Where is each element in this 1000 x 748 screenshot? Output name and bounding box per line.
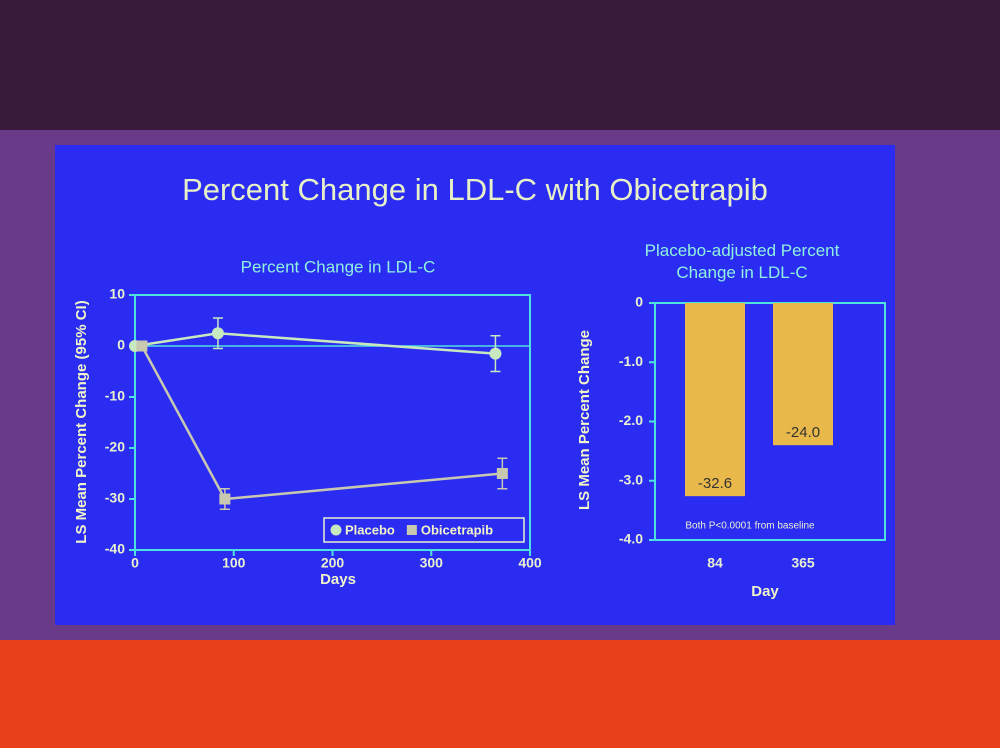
x-tick-label: 365: [791, 555, 815, 571]
x-tick-label: 0: [131, 555, 139, 571]
bar: [773, 303, 833, 446]
legend-swatch: [406, 525, 417, 535]
bar: [685, 303, 745, 497]
slide: [55, 145, 895, 625]
ceiling: [0, 0, 1000, 130]
x-tick-label: 100: [222, 555, 246, 571]
y-tick-label: -2.0: [619, 412, 643, 428]
annotation: Both P<0.0001 from baseline: [685, 521, 815, 532]
legend: Placebo Obicetrapib: [323, 517, 525, 543]
stage: [0, 640, 1000, 748]
y-tick-label: -1.0: [619, 353, 643, 369]
value-label: -32.6: [698, 475, 732, 492]
x-tick-label: 84: [707, 555, 723, 571]
y-tick-label: -20: [105, 439, 125, 455]
value-label: -24.0: [786, 424, 820, 441]
x-axis-label: Days: [320, 571, 356, 588]
legend-swatch: [330, 524, 342, 536]
y-tick-label: 0: [635, 294, 643, 310]
x-axis-label: Day: [751, 583, 779, 600]
legend-label: Obicetrapib: [421, 522, 493, 537]
y-axis-label: LS Mean Percent Change (95% CI): [73, 300, 90, 543]
marker: [211, 327, 224, 340]
x-tick-label: 400: [518, 555, 542, 571]
x-tick-label: 200: [321, 555, 345, 571]
y-tick-label: -40: [105, 541, 125, 557]
marker: [219, 493, 231, 505]
chart-title: Percent Change in LDL-C: [241, 257, 436, 276]
legend-label: Placebo: [345, 522, 395, 537]
y-axis-label: LS Mean Percent Change: [576, 330, 593, 510]
marker: [489, 347, 502, 360]
y-tick-label: -4.0: [619, 531, 643, 547]
legend-box: [323, 517, 525, 543]
y-tick-label: -3.0: [619, 471, 643, 487]
y-tick-label: -30: [105, 490, 125, 506]
marker: [136, 340, 148, 352]
slide-title: Percent Change in LDL-C with Obicetrapib: [182, 172, 768, 207]
y-tick-label: 10: [109, 286, 125, 302]
y-tick-label: 0: [117, 337, 125, 353]
chart-title: Placebo-adjusted Percent Change in LDL-C: [645, 241, 840, 282]
marker: [496, 468, 508, 479]
y-tick-label: -10: [105, 388, 125, 404]
x-tick-label: 300: [420, 555, 444, 571]
